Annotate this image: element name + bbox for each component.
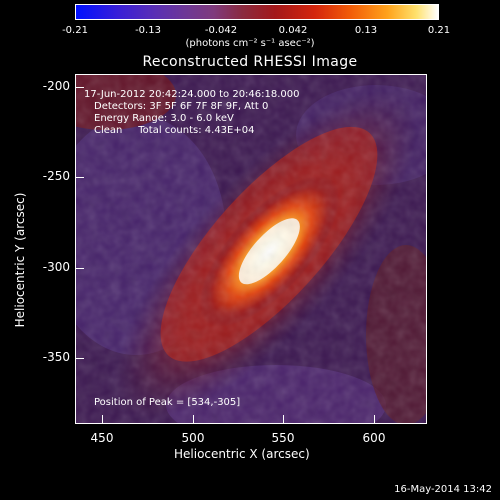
y-axis-title: Heliocentric Y (arcsec) bbox=[13, 192, 27, 328]
intensity-map bbox=[76, 75, 426, 423]
y-tick-label: -250 bbox=[42, 169, 70, 183]
colorbar-tick: 0.13 bbox=[354, 25, 378, 36]
colorbar-tick: -0.042 bbox=[204, 25, 238, 36]
clean-label: Clean Total counts: 4.43E+04 bbox=[94, 125, 255, 136]
colorbar-tick: 0.042 bbox=[278, 25, 308, 36]
y-tick-label: -350 bbox=[42, 350, 70, 364]
x-tick-label: 450 bbox=[90, 431, 114, 445]
colorbar-unit-label: (photons cm⁻² s⁻¹ asec⁻²) bbox=[185, 38, 315, 49]
energy-range-label: Energy Range: 3.0 - 6.0 keV bbox=[94, 113, 234, 124]
x-tick-label: 500 bbox=[181, 431, 205, 445]
colorbar-tick: 0.21 bbox=[427, 25, 451, 36]
detectors-label: Detectors: 3F 5F 6F 7F 8F 9F, Att 0 bbox=[94, 101, 269, 112]
footer-date: 16-May-2014 13:42 bbox=[394, 484, 492, 495]
image-title: Reconstructed RHESSI Image bbox=[142, 54, 358, 70]
x-axis-title: Heliocentric X (arcsec) bbox=[174, 447, 310, 461]
peak-position-label: Position of Peak = [534,-305] bbox=[94, 397, 241, 408]
solar-image: 17-Jun-2012 20:42:24.000 to 20:46:18.000… bbox=[75, 74, 427, 424]
y-tick-label: -300 bbox=[42, 260, 70, 274]
colorbar bbox=[75, 4, 439, 20]
x-tick-label: 600 bbox=[362, 431, 386, 445]
colorbar-tick: -0.21 bbox=[62, 25, 88, 36]
colorbar-tick: -0.13 bbox=[135, 25, 161, 36]
time-range-label: 17-Jun-2012 20:42:24.000 to 20:46:18.000 bbox=[84, 89, 300, 100]
x-tick-label: 550 bbox=[271, 431, 295, 445]
y-tick-label: -200 bbox=[42, 79, 70, 93]
